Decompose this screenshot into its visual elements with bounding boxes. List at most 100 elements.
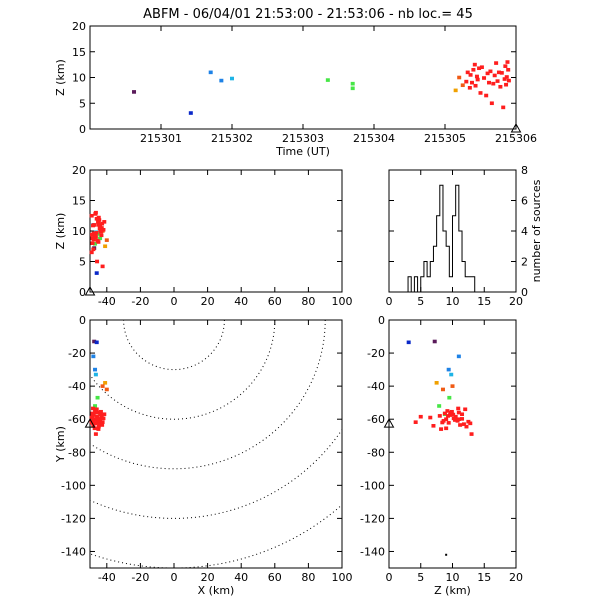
source-point [475, 77, 480, 82]
x-tick-label: 215304 [353, 132, 395, 145]
source-point [463, 407, 468, 412]
x-tick-label: -20 [131, 295, 149, 308]
source-point [428, 415, 433, 420]
y-tick-label: -120 [61, 512, 86, 525]
source-point [501, 105, 506, 110]
x-tick-label: 60 [268, 571, 282, 584]
source-point [100, 423, 105, 427]
source-point [413, 420, 418, 424]
x-tick-label: 20 [201, 571, 215, 584]
y-axis-title: Y (km) [54, 426, 67, 463]
figure-title: ABFM - 06/04/01 21:53:00 - 21:53:06 - nb… [143, 7, 473, 22]
x-axis-title: X (km) [198, 584, 235, 597]
y-tick-label: 20 [72, 20, 86, 33]
source-point [453, 88, 458, 93]
source-point [502, 77, 507, 81]
source-point [89, 213, 94, 218]
x-tick-label: 0 [386, 571, 393, 584]
y-tick-label: 15 [72, 195, 86, 208]
source-point [90, 241, 95, 245]
source-point [92, 339, 97, 344]
source-point [444, 426, 449, 431]
source-point [488, 69, 493, 74]
source-point [456, 417, 461, 421]
source-point [460, 417, 465, 421]
x-tick-label: 60 [268, 295, 282, 308]
source-point [448, 410, 453, 415]
source-point [499, 71, 504, 75]
y-tick-label: -140 [61, 545, 86, 558]
x-tick-label: 10 [446, 295, 460, 308]
y-tick-label: 0 [378, 314, 385, 327]
x-tick-label: 15 [477, 571, 491, 584]
x-tick-label: 5 [417, 571, 424, 584]
axes-frame [89, 25, 517, 130]
source-point [94, 271, 99, 275]
source-point [98, 228, 103, 233]
source-point [350, 86, 355, 91]
source-point [188, 111, 193, 115]
source-point [484, 93, 489, 98]
source-point [94, 340, 99, 345]
x-tick-label: 20 [201, 295, 215, 308]
y-tick-label: -40 [367, 380, 385, 393]
x-tick-label: 5 [417, 295, 424, 308]
source-point [453, 418, 458, 422]
source-point [90, 411, 95, 416]
source-point [100, 420, 105, 424]
source-point [457, 75, 462, 80]
range-rings [90, 320, 342, 568]
histogram-outline [389, 184, 516, 293]
source-point [492, 73, 497, 78]
source-point [467, 86, 472, 90]
source-point [468, 73, 473, 77]
source-point [325, 78, 330, 82]
x-axis-title: Z (km) [434, 584, 471, 597]
source-point [441, 419, 446, 423]
source-point [98, 409, 103, 414]
source-point [477, 66, 482, 71]
x-tick-label: 15 [477, 295, 491, 308]
source-point [95, 259, 100, 264]
x-tick-label: 20 [509, 295, 523, 308]
source-point [93, 404, 98, 408]
y-tick-label: 8 [521, 164, 528, 177]
source-point [89, 415, 94, 420]
y-tick-label: 6 [521, 195, 528, 208]
y-tick-label: 4 [521, 225, 528, 238]
y-tick-label: 0 [521, 286, 528, 299]
source-point [95, 395, 100, 400]
source-point [469, 432, 474, 436]
source-point [442, 411, 447, 416]
source-point [489, 101, 494, 106]
x-tick-label: -40 [98, 571, 116, 584]
source-point [504, 75, 509, 79]
source-point [96, 417, 101, 421]
x-tick-label: 215305 [424, 132, 466, 145]
source-point [418, 414, 423, 419]
source-point [491, 81, 496, 86]
source-point [446, 421, 451, 425]
source-point [101, 227, 106, 232]
source-point [97, 218, 102, 222]
panel-x-altitude: -40 -20 0 20 40 60 80 100 0 5 10 15 20 Z (km) [54, 164, 353, 308]
source-point [469, 80, 474, 85]
source-point [350, 81, 355, 86]
source-point [506, 78, 511, 83]
y-tick-label: -60 [367, 413, 385, 426]
axes-frame [89, 169, 343, 293]
source-point [464, 424, 469, 429]
source-point [445, 409, 450, 413]
source-point [495, 79, 500, 83]
source-point [93, 367, 98, 372]
station-triangle-marker [510, 122, 522, 133]
source-point [93, 242, 98, 246]
x-tick-label: 40 [234, 571, 248, 584]
y-tick-label: 15 [72, 46, 86, 59]
source-point [498, 84, 503, 89]
x-tick-label: 80 [301, 295, 315, 308]
y-tick-label: 10 [72, 72, 86, 85]
x-tick-label: 40 [234, 295, 248, 308]
y-tick-label: 2 [521, 256, 528, 269]
